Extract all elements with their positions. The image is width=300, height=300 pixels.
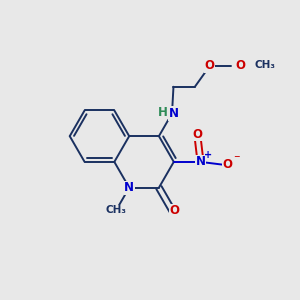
Text: CH₃: CH₃ <box>105 205 126 215</box>
Text: O: O <box>235 59 245 72</box>
Text: H: H <box>158 106 167 118</box>
Text: O: O <box>205 59 215 72</box>
Text: O: O <box>193 128 202 141</box>
Text: O: O <box>222 158 232 171</box>
Text: N: N <box>196 155 206 168</box>
Text: +: + <box>204 150 212 161</box>
Text: O: O <box>169 204 179 217</box>
Text: CH₃: CH₃ <box>254 60 275 70</box>
Text: N: N <box>124 181 134 194</box>
Text: ⁻: ⁻ <box>233 153 240 166</box>
Text: N: N <box>169 107 178 120</box>
